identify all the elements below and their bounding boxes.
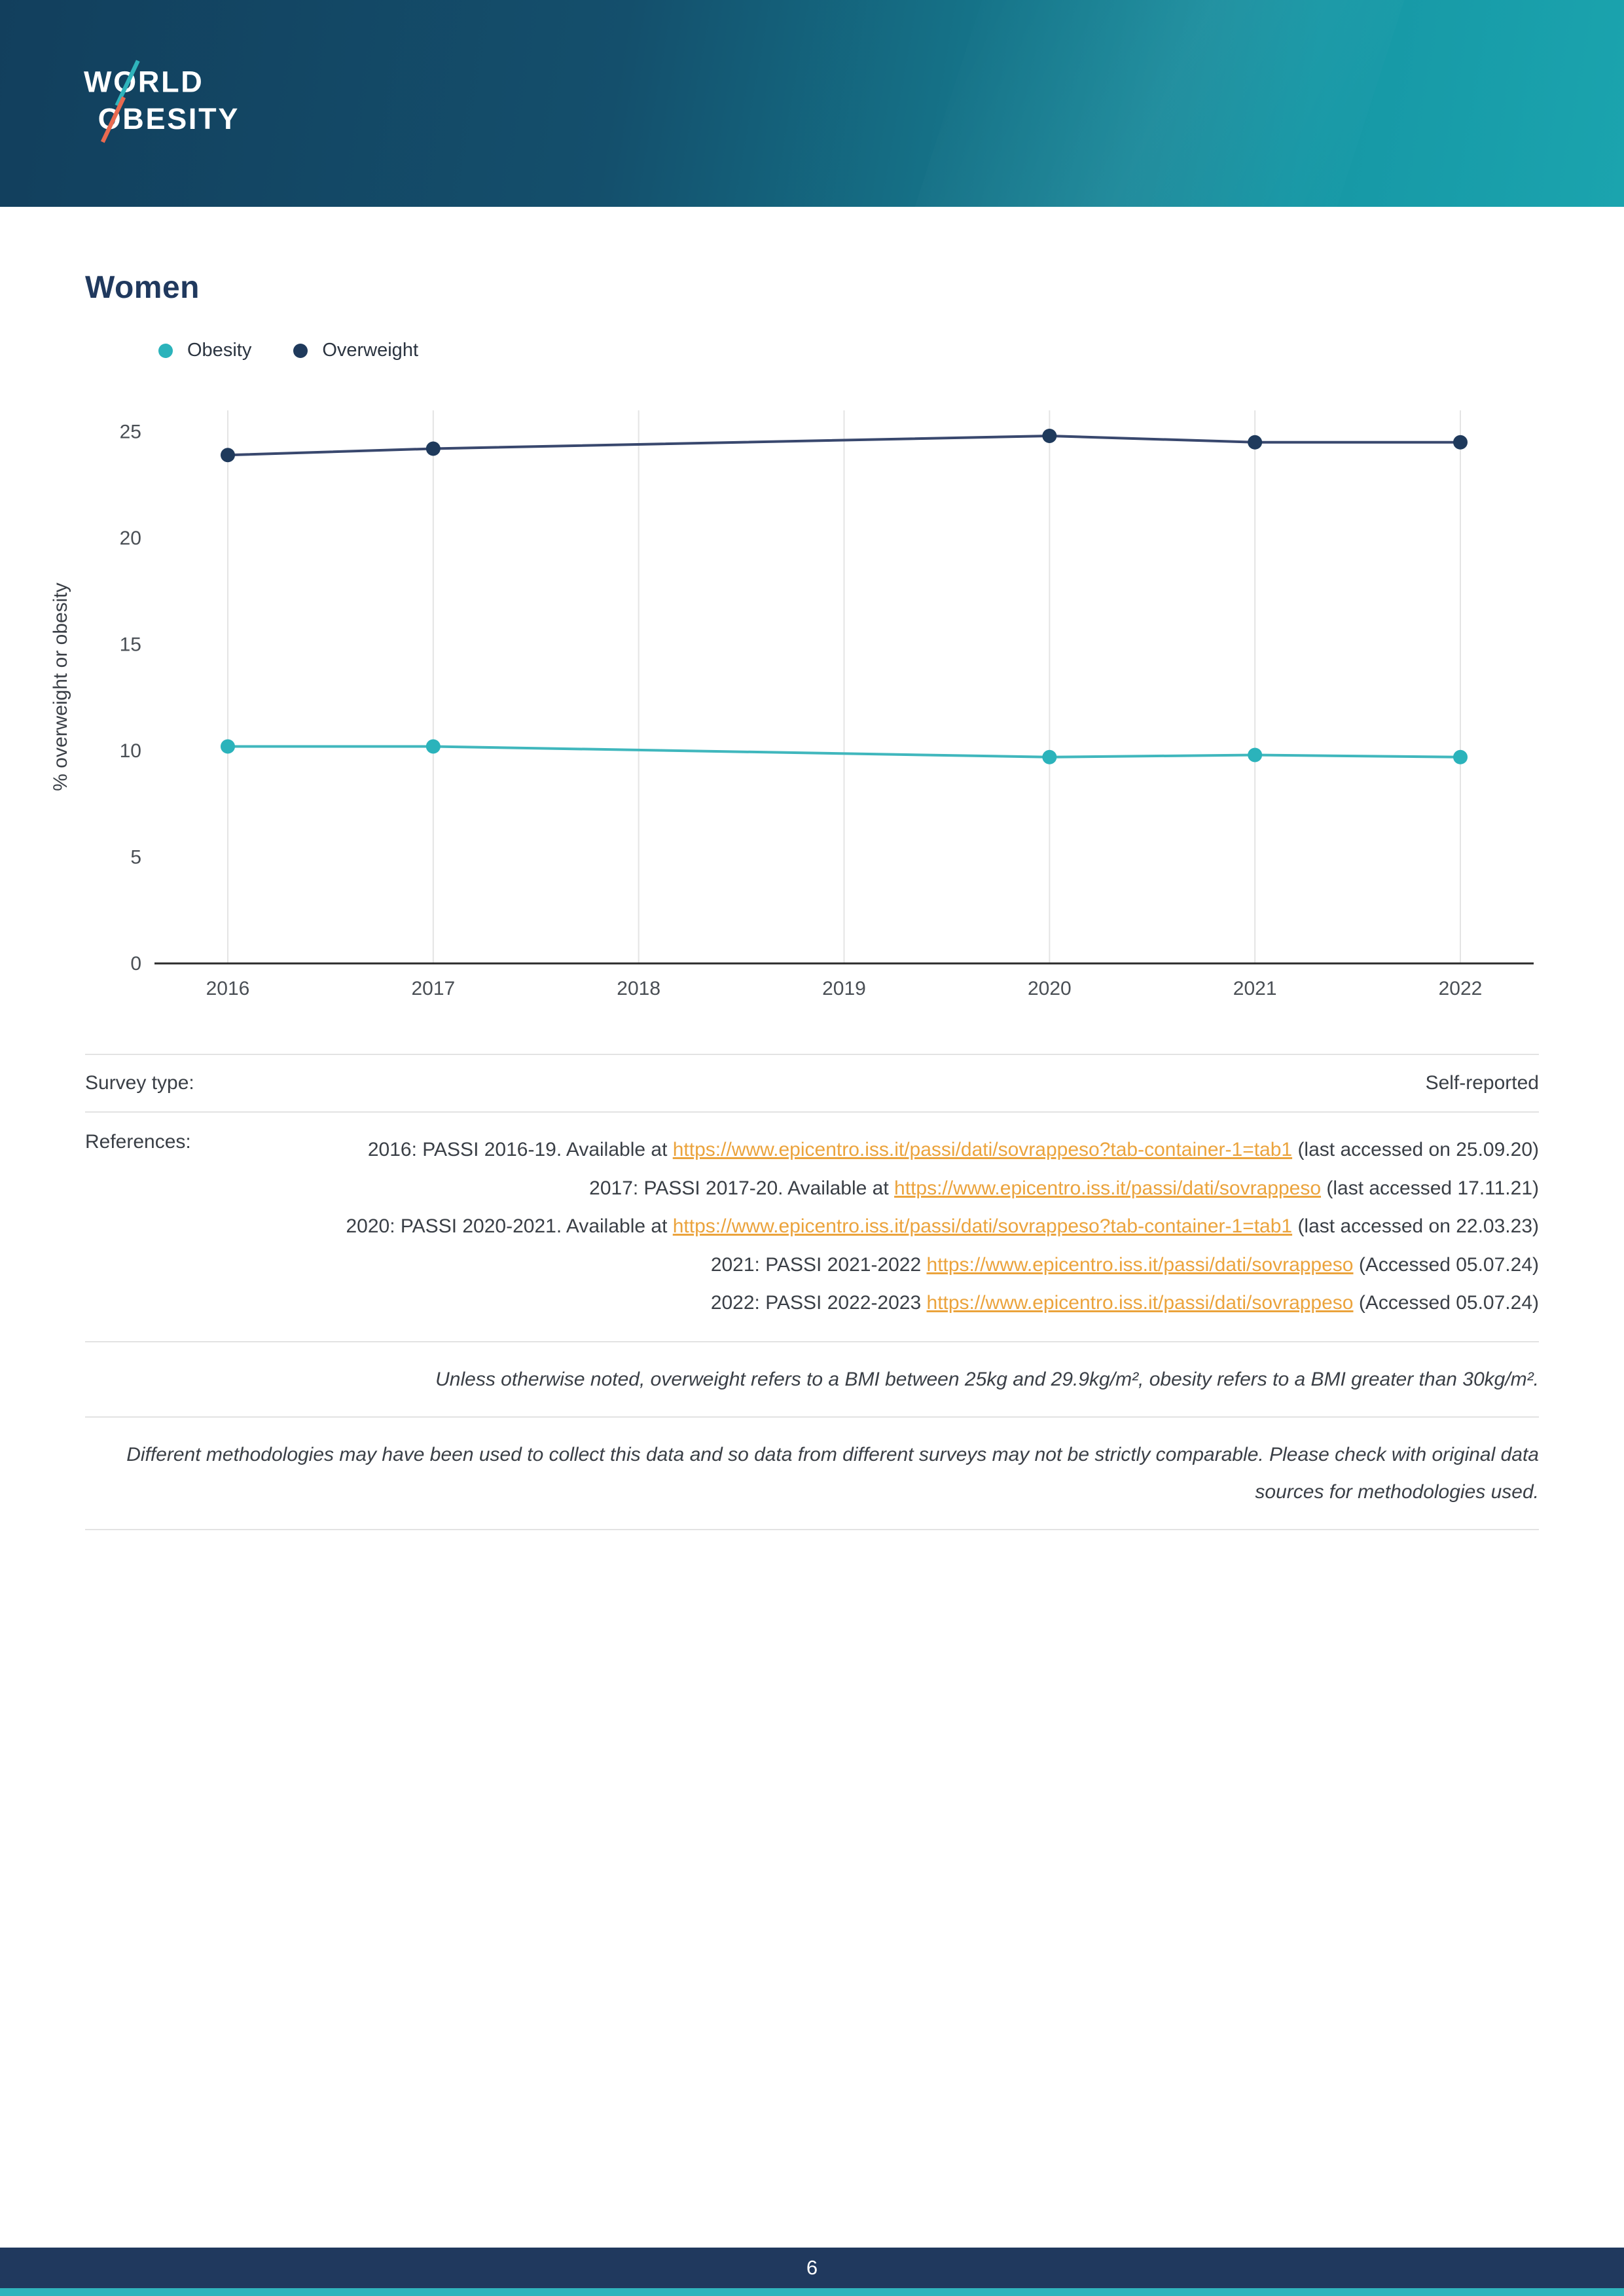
reference-text: (last accessed 17.11.21) (1321, 1177, 1539, 1199)
y-tick-label: 25 (120, 422, 141, 443)
reference-text: (Accessed 05.07.24) (1353, 1292, 1539, 1314)
reference-link[interactable]: https://www.epicentro.iss.it/passi/dati/… (672, 1139, 1293, 1160)
reference-text: 2022: PASSI 2022-2023 (710, 1292, 927, 1314)
reference-text: 2020: PASSI 2020-2021. Available at (346, 1215, 673, 1237)
legend-item-overweight: Overweight (293, 340, 418, 361)
reference-link[interactable]: https://www.epicentro.iss.it/passi/dati/… (672, 1215, 1293, 1237)
logo-word-obesity: OBESITY (98, 102, 240, 135)
data-point-obesity (425, 739, 441, 754)
reference-item: 2022: PASSI 2022-2023 https://www.epicen… (281, 1284, 1539, 1323)
footnotes: Unless otherwise noted, overweight refer… (85, 1340, 1539, 1530)
legend-label: Overweight (322, 340, 418, 361)
legend-dot-icon (158, 343, 173, 358)
x-tick-label: 2021 (1233, 978, 1277, 999)
x-tick-label: 2016 (206, 978, 250, 999)
chart-svg: 2016 2017 2018 2019 2020 2021 2022 0 5 10 15 20 25 % … (50, 410, 1534, 999)
logo-word-world: WORLD (84, 65, 204, 98)
y-tick-label: 20 (120, 528, 141, 549)
reference-text: (Accessed 05.07.24) (1353, 1253, 1539, 1276)
y-tick-label: 15 (120, 634, 141, 656)
data-point-overweight (1042, 429, 1057, 443)
survey-type-label: Survey type: (85, 1072, 194, 1094)
x-tick-label: 2017 (411, 978, 455, 999)
x-tick-label: 2022 (1439, 978, 1483, 999)
references-list: 2016: PASSI 2016-19. Available at https:… (281, 1131, 1539, 1323)
logo-coral-slash-icon (100, 96, 126, 143)
x-tick-label: 2019 (822, 978, 866, 999)
y-tick-label: 0 (130, 953, 141, 975)
reference-link[interactable]: https://www.epicentro.iss.it/passi/dati/… (894, 1177, 1322, 1199)
legend-dot-icon (293, 343, 308, 358)
reference-item: 2017: PASSI 2017-20. Available at https:… (281, 1170, 1539, 1208)
reference-text: 2021: PASSI 2021-2022 (710, 1253, 927, 1276)
reference-item: 2020: PASSI 2020-2021. Available at http… (281, 1208, 1539, 1246)
legend-label: Obesity (187, 340, 252, 361)
chart-legend: Obesity Overweight (158, 340, 1539, 361)
page-number: 6 (806, 2256, 818, 2279)
survey-type-value: Self-reported (1425, 1072, 1539, 1094)
references-label: References: (85, 1131, 191, 1153)
footnote: Unless otherwise noted, overweight refer… (85, 1340, 1539, 1416)
reference-link[interactable]: https://www.epicentro.iss.it/passi/dati/… (926, 1292, 1354, 1314)
page-title: Women (85, 270, 200, 305)
reference-text: (last accessed on 22.03.23) (1292, 1215, 1539, 1237)
header-banner: WORLD OBESITY (0, 0, 1624, 207)
data-point-overweight (1453, 435, 1468, 450)
data-point-overweight (221, 448, 235, 463)
logo-teal-slash-icon (115, 59, 140, 107)
reference-item: 2021: PASSI 2021-2022 https://www.epicen… (281, 1246, 1539, 1285)
reference-item: 2016: PASSI 2016-19. Available at https:… (281, 1131, 1539, 1170)
data-point-obesity (1248, 747, 1263, 762)
data-point-overweight (425, 441, 441, 456)
survey-type-row: Survey type: Self-reported (85, 1054, 1539, 1111)
page-content: Women Obesity Overweight 2016 2017 2018 2019… (0, 270, 1624, 1530)
x-tick-label: 2020 (1028, 978, 1072, 999)
reference-text: 2016: PASSI 2016-19. Available at (367, 1139, 673, 1160)
footnote: Different methodologies may have been us… (85, 1416, 1539, 1530)
reference-text: 2017: PASSI 2017-20. Available at (589, 1177, 895, 1199)
data-point-obesity (1453, 749, 1468, 764)
reference-link[interactable]: https://www.epicentro.iss.it/passi/dati/… (926, 1253, 1354, 1276)
y-tick-label: 10 (120, 740, 141, 762)
data-point-obesity (221, 739, 235, 754)
world-obesity-logo: WORLD OBESITY (84, 59, 240, 143)
footer-bar: 6 (0, 2248, 1624, 2288)
x-tick-label: 2018 (617, 978, 660, 999)
chart-container: 2016 2017 2018 2019 2020 2021 2022 0 5 10 15 20 25 % … (45, 381, 1539, 1029)
data-point-obesity (1042, 749, 1057, 764)
reference-text: (last accessed on 25.09.20) (1292, 1139, 1539, 1160)
y-tick-label: 5 (130, 847, 141, 869)
footer-accent-strip (0, 2288, 1624, 2296)
legend-item-obesity: Obesity (158, 340, 251, 361)
references-row: References: 2016: PASSI 2016-19. Availab… (85, 1111, 1539, 1341)
page-footer: 6 (0, 2248, 1624, 2296)
y-axis-title: % overweight or obesity (50, 583, 71, 791)
data-point-overweight (1248, 435, 1263, 450)
